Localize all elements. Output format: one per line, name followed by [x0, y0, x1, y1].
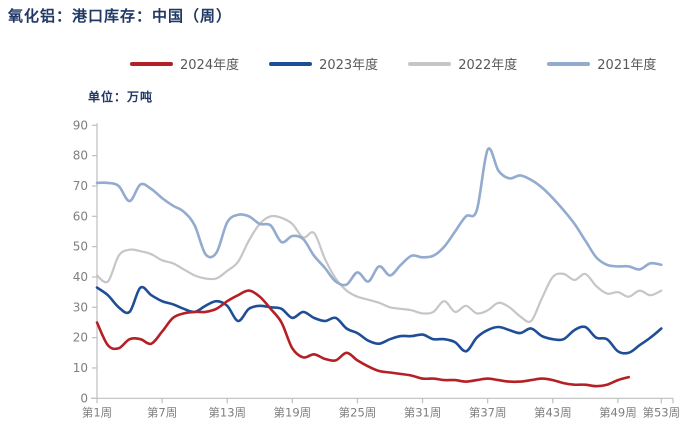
series-line-2024年度 — [95, 289, 630, 388]
series-line-2021年度 — [95, 147, 663, 287]
chart-title: 氧化铝：港口库存：中国（周） — [8, 7, 233, 25]
legend-swatch-2024 — [130, 61, 173, 66]
legend-label-2022: 2022年度 — [458, 58, 518, 73]
legend-item-2024: 2024年度 — [130, 54, 239, 73]
x-tick-label: 第13周 — [208, 405, 246, 419]
y-tick-label: 90 — [73, 118, 88, 132]
y-tick-label: 30 — [73, 300, 88, 314]
x-tick-label: 第49周 — [599, 405, 637, 419]
y-tick-label: 10 — [73, 361, 88, 375]
x-tick-label: 第7周 — [147, 405, 177, 419]
x-tick-label: 第25周 — [339, 405, 377, 419]
x-tick-label: 第37周 — [469, 405, 507, 419]
y-tick-label: 70 — [73, 179, 88, 193]
series-line-2023年度 — [95, 285, 663, 355]
chart-legend: 2024年度 2023年度 2022年度 2021年度 — [130, 54, 656, 73]
legend-item-2021: 2021年度 — [547, 54, 656, 73]
x-tick-label: 第53周 — [642, 405, 680, 419]
y-tick-label: 60 — [73, 209, 88, 223]
y-tick-label: 0 — [80, 391, 88, 405]
y-tick-label: 80 — [73, 149, 88, 163]
unit-label: 单位：万吨 — [88, 90, 154, 104]
y-tick-label: 40 — [73, 270, 88, 284]
series-line-2022年度 — [95, 214, 663, 323]
legend-swatch-2022 — [408, 61, 452, 66]
x-tick-label: 第43周 — [534, 405, 572, 419]
legend-label-2021: 2021年度 — [597, 58, 657, 73]
x-tick-label: 第31周 — [404, 405, 442, 419]
y-tick-label: 20 — [73, 331, 88, 345]
legend-item-2022: 2022年度 — [408, 54, 517, 73]
legend-swatch-2023 — [269, 61, 313, 66]
x-tick-label: 第19周 — [274, 405, 312, 419]
legend-item-2023: 2023年度 — [269, 54, 378, 73]
legend-swatch-2021 — [547, 61, 591, 66]
legend-label-2023: 2023年度 — [319, 58, 379, 73]
legend-label-2024: 2024年度 — [180, 58, 240, 73]
x-tick-label: 第1周 — [82, 405, 112, 419]
y-tick-label: 50 — [73, 240, 88, 254]
